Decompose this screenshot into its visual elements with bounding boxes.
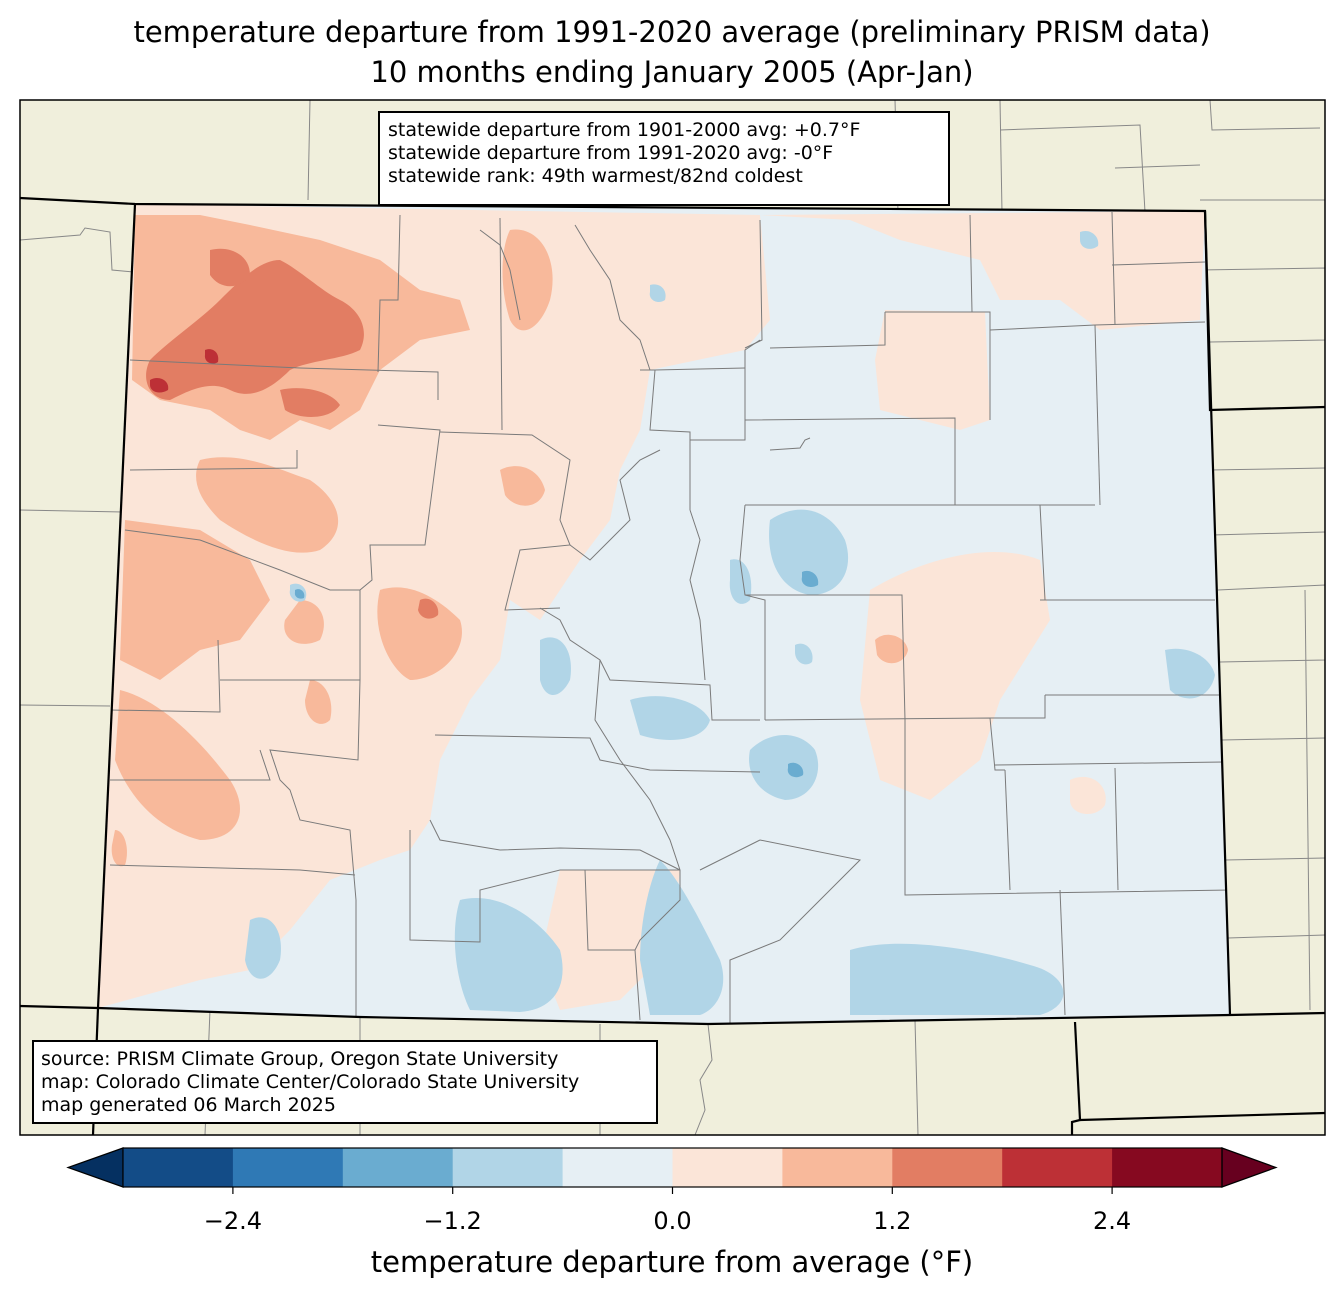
colorbar-label: temperature departure from average (°F): [370, 1245, 974, 1279]
stats-rank: statewide rank: 49th warmest/82nd coldes…: [388, 165, 803, 187]
colorbar-tick-label: −2.4: [203, 1207, 263, 1235]
temperature-departure-field: [98, 204, 1230, 1024]
stats-departure-1991-2020: statewide departure from 1991-2020 avg: …: [388, 142, 834, 164]
colorbar-segment: [123, 1148, 234, 1187]
credit-generated: map generated 06 March 2025: [41, 1094, 336, 1116]
colorbar-segment: [672, 1148, 783, 1187]
colorbar-segment: [1002, 1148, 1113, 1187]
colorbar: [66, 1147, 1278, 1194]
colorbar-segment: [892, 1148, 1003, 1187]
colorbar-extend-low: [66, 1147, 124, 1188]
colorbar-segment: [452, 1148, 564, 1187]
colorbar-segment: [562, 1148, 673, 1187]
credit-map: map: Colorado Climate Center/Colorado St…: [41, 1071, 580, 1093]
statewide-stats-box: statewide departure from 1901-2000 avg: …: [378, 111, 950, 206]
colorbar-segment: [232, 1148, 344, 1187]
state-borders: [20, 196, 1325, 1135]
credits-box: source: PRISM Climate Group, Oregon Stat…: [32, 1040, 658, 1124]
colorbar-tick-label: 2.4: [1093, 1207, 1132, 1235]
map-frame: [19, 99, 1326, 1136]
colorbar-tick-label: −1.2: [423, 1207, 482, 1235]
stats-departure-1901-2000: statewide departure from 1901-2000 avg: …: [388, 119, 861, 141]
colorbar-tick-label: 0.0: [653, 1207, 692, 1235]
credit-source: source: PRISM Climate Group, Oregon Stat…: [41, 1048, 559, 1070]
colorbar-extend-high: [1221, 1147, 1278, 1188]
map-title: temperature departure from 1991-2020 ave…: [133, 15, 1211, 49]
colorbar-segment: [1112, 1148, 1223, 1187]
colorbar-segment: [342, 1148, 454, 1187]
colorbar-segment: [782, 1148, 893, 1187]
colorado-county-lines: [109, 211, 1230, 1024]
colorbar-tick-label: 1.2: [873, 1207, 912, 1235]
map-subtitle: 10 months ending January 2005 (Apr-Jan): [370, 55, 974, 89]
